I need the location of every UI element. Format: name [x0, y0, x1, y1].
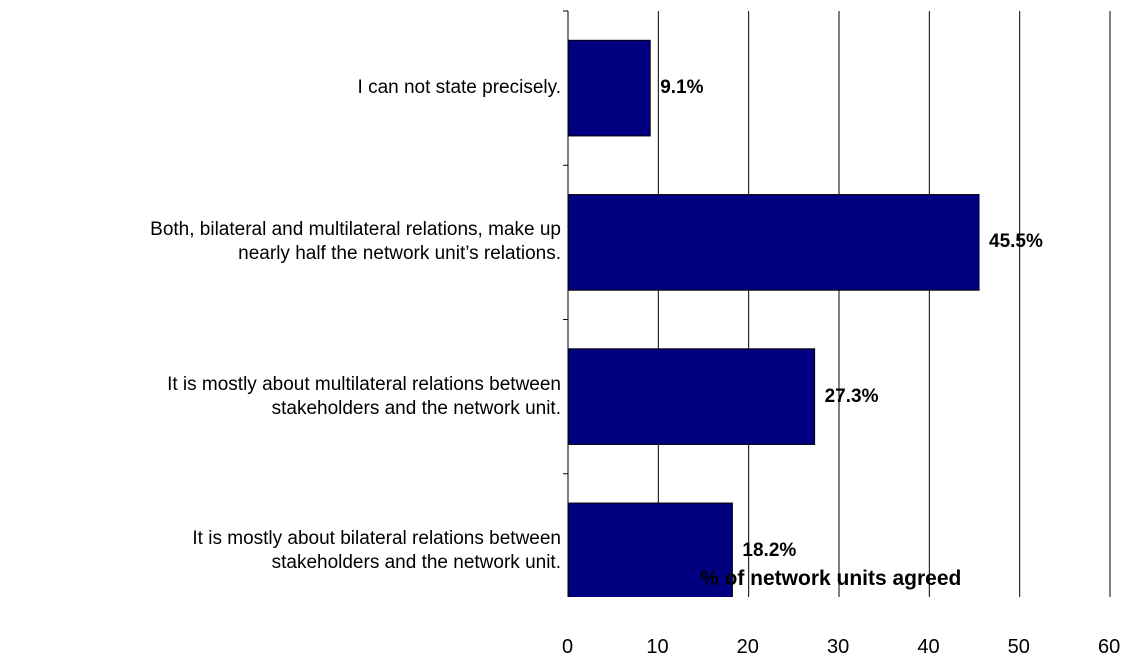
- x-tick-label: 0: [562, 636, 574, 658]
- x-axis-title: % of network units agreed: [700, 567, 962, 590]
- bar: [567, 39, 651, 137]
- bar: [567, 348, 816, 445]
- chart: 9.1% I can not state precisely. 45.5% Both,…: [150, 10, 1120, 658]
- data-label: 18.2%: [742, 539, 797, 561]
- x-tick-label: 40: [917, 636, 940, 658]
- data-label: 45.5%: [989, 231, 1043, 253]
- x-tick-label: 60: [1098, 636, 1121, 658]
- category-label: It is mostly about bilateral relations b…: [192, 527, 561, 573]
- category-label: Both, bilateral and multilateral relatio…: [150, 219, 561, 265]
- x-tick-label: 10: [646, 636, 669, 658]
- category-label: I can not state precisely.: [357, 77, 561, 99]
- x-tick-label: 50: [1007, 636, 1030, 658]
- x-tick-label: 30: [827, 636, 850, 658]
- data-label: 9.1%: [660, 77, 704, 99]
- category-label: It is mostly about multilateral relation…: [167, 373, 561, 419]
- data-label: 27.3%: [824, 385, 879, 407]
- bar: [567, 194, 980, 291]
- x-tick-label: 20: [736, 636, 759, 658]
- bar: [567, 502, 733, 597]
- plot-area: [563, 10, 1111, 597]
